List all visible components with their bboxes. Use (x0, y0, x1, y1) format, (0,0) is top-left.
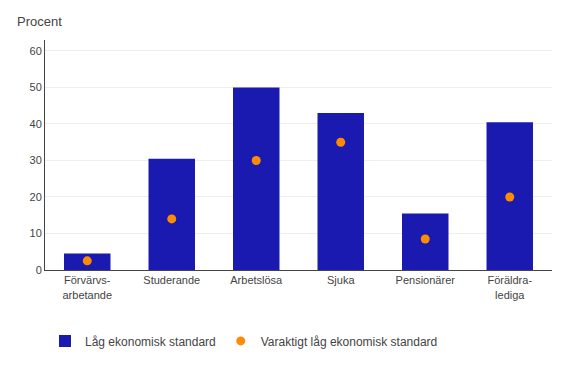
svg-text:60: 60 (30, 45, 42, 57)
svg-text:Varaktigt låg ekonomisk standa: Varaktigt låg ekonomisk standard (261, 335, 438, 349)
svg-text:Procent: Procent (17, 14, 62, 29)
svg-text:Förvärvs-arbetande: Förvärvs-arbetande (62, 274, 112, 300)
svg-text:Studerande: Studerande (143, 274, 200, 286)
svg-text:10: 10 (30, 227, 42, 239)
svg-text:Pensionärer: Pensionärer (396, 274, 456, 286)
svg-text:Arbetslösa: Arbetslösa (230, 274, 283, 286)
svg-text:Låg ekonomisk standard: Låg ekonomisk standard (85, 335, 216, 349)
svg-text:Sjuka: Sjuka (327, 274, 355, 286)
svg-text:20: 20 (30, 191, 42, 203)
svg-text:0: 0 (36, 264, 42, 276)
svg-text:40: 40 (30, 118, 42, 130)
svg-text:30: 30 (30, 154, 42, 166)
svg-text:50: 50 (30, 81, 42, 93)
svg-text:Föräldra-lediga: Föräldra-lediga (487, 274, 532, 300)
